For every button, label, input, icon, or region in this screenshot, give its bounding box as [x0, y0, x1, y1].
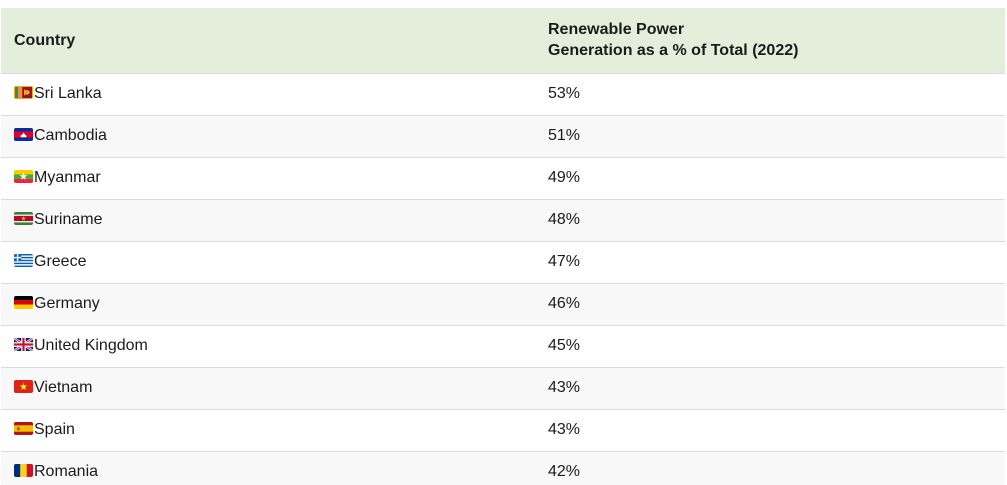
value-cell: 42%: [535, 450, 1005, 485]
value-cell: 46%: [535, 282, 1005, 325]
table-row: Greece 47%: [1, 240, 1005, 283]
myanmar-flag-icon: [14, 170, 33, 183]
header-row: Country Renewable Power Generation as a …: [1, 8, 1005, 73]
country-label: Sri Lanka: [34, 85, 102, 102]
country-cell: Myanmar: [1, 156, 535, 199]
table-row: Vietnam 43%: [1, 366, 1005, 409]
country-label: United Kingdom: [34, 337, 148, 354]
country-cell: Spain: [1, 408, 535, 451]
country-label: Myanmar: [34, 169, 101, 186]
country-cell: Greece: [1, 240, 535, 283]
country-cell: Germany: [1, 282, 535, 325]
country-label: Greece: [34, 253, 87, 270]
table-row: Romania 42%: [1, 450, 1005, 485]
germany-flag-icon: [14, 296, 33, 309]
column-header-value: Renewable Power Generation as a % of Tot…: [535, 8, 1005, 73]
suriname-flag-icon: [14, 212, 33, 225]
spain-flag-icon: [14, 422, 33, 435]
country-label: Romania: [34, 463, 99, 481]
value-cell: 51%: [535, 114, 1005, 157]
table-row: United Kingdom 45%: [1, 324, 1005, 367]
value-cell: 43%: [535, 366, 1005, 409]
country-label: Vietnam: [34, 379, 93, 396]
country-cell: Sri Lanka: [1, 72, 535, 115]
value-cell: 53%: [535, 72, 1005, 115]
table-header: Country Renewable Power Generation as a …: [1, 8, 1005, 73]
country-label: Germany: [34, 295, 100, 312]
united-kingdom-flag-icon: [14, 338, 33, 351]
greece-flag-icon: [14, 254, 33, 267]
country-cell: Vietnam: [1, 366, 535, 409]
value-cell: 47%: [535, 240, 1005, 283]
country-cell: Suriname: [1, 198, 535, 241]
country-cell: Cambodia: [1, 114, 535, 157]
table-row: Cambodia 51%: [1, 114, 1005, 157]
table-row: Germany 46%: [1, 282, 1005, 325]
table-row: Suriname 48%: [1, 198, 1005, 241]
country-label: Suriname: [34, 211, 103, 228]
romania-flag-icon: [14, 464, 33, 478]
table-row: Myanmar 49%: [1, 156, 1005, 199]
country-cell: United Kingdom: [1, 324, 535, 367]
country-label: Spain: [34, 421, 75, 438]
value-cell: 48%: [535, 198, 1005, 241]
table-body: Sri Lanka 53% Cambodia 51% Myanmar 49% S…: [1, 72, 1005, 485]
value-cell: 49%: [535, 156, 1005, 199]
value-cell: 45%: [535, 324, 1005, 367]
vietnam-flag-icon: [14, 380, 33, 393]
column-header-value-line1: Renewable Power: [548, 21, 685, 39]
column-header-country: Country: [1, 8, 535, 73]
sri-lanka-flag-icon: [14, 86, 33, 99]
column-header-country-label: Country: [14, 31, 76, 49]
cambodia-flag-icon: [14, 128, 33, 141]
value-cell: 43%: [535, 408, 1005, 451]
country-cell: Romania: [1, 450, 535, 485]
country-label: Cambodia: [34, 127, 107, 144]
table-row: Spain 43%: [1, 408, 1005, 451]
table-row: Sri Lanka 53%: [1, 72, 1005, 115]
column-header-value-line2: Generation as a % of Total (2022): [548, 42, 799, 60]
renewable-power-table: Country Renewable Power Generation as a …: [1, 8, 1005, 485]
